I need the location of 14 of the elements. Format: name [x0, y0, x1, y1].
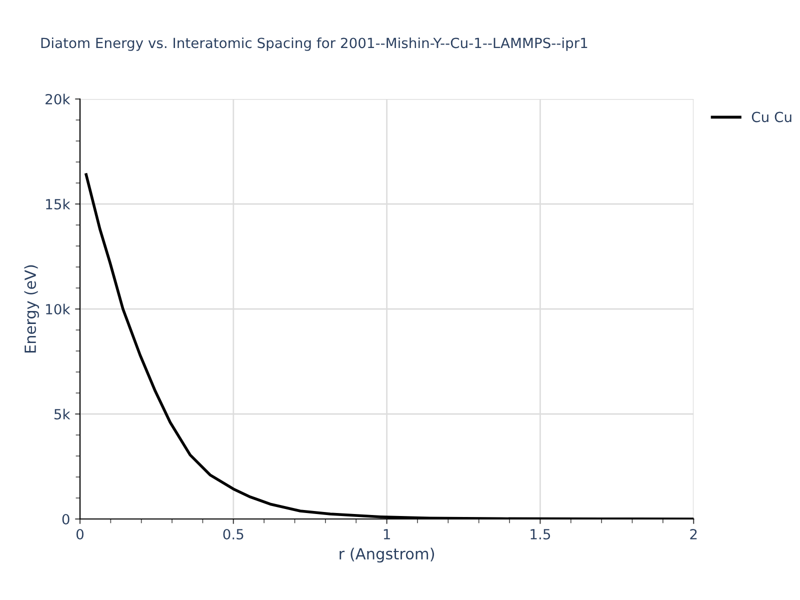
- x-tick-label: 1.5: [530, 529, 550, 540]
- chart-title: Diatom Energy vs. Interatomic Spacing for 2001--Mishin-Y--Cu-1--LAMMPS--ipr1: [41, 37, 588, 51]
- x-axis-title: r (Angstrom): [340, 548, 434, 563]
- x-tick-label: 0.5: [223, 528, 244, 540]
- y-tick-label: 20k: [46, 94, 70, 104]
- y-tick-label: 5k: [54, 408, 70, 420]
- y-tick-label: 0: [62, 514, 70, 524]
- x-tick-label: 2: [690, 528, 697, 540]
- x-tick-label: 1: [384, 529, 390, 540]
- y-tick-label: 10k: [46, 304, 70, 314]
- y-axis-title: Energy (eV): [24, 265, 40, 353]
- y-tick-label: 15k: [46, 198, 70, 210]
- legend-label: Cu Cu: [752, 112, 792, 122]
- x-tick-label: 0: [76, 528, 84, 540]
